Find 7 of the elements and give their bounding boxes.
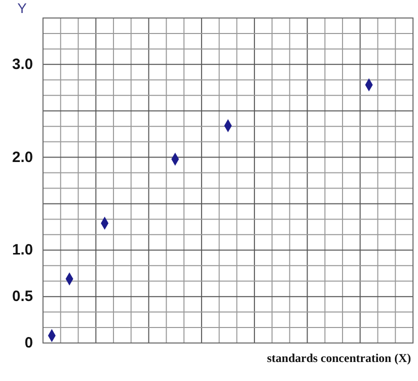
x-axis-title: standards concentration (X) — [267, 351, 411, 365]
y-tick-label: 3.0 — [12, 56, 33, 73]
y-axis-title: Y — [17, 0, 28, 16]
y-tick-label: 1.0 — [12, 242, 33, 259]
y-tick-label: 0 — [24, 334, 33, 352]
y-tick-label: 0.5 — [12, 288, 33, 306]
y-tick-label: 2.0 — [12, 148, 33, 166]
